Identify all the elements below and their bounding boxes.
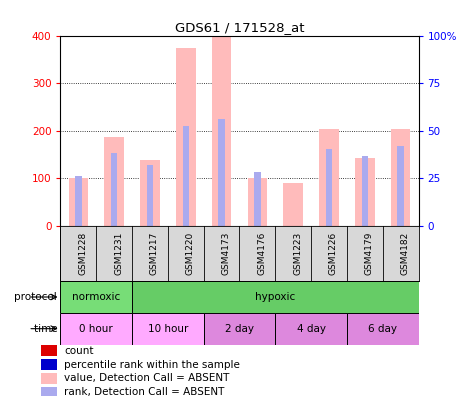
Text: GSM4173: GSM4173	[221, 232, 231, 275]
Bar	[111, 154, 117, 226]
Bar	[219, 119, 225, 226]
Bar	[41, 359, 57, 370]
Text: 10 hour: 10 hour	[148, 324, 188, 334]
Title: GDS61 / 171528_at: GDS61 / 171528_at	[175, 21, 304, 34]
Bar	[319, 129, 339, 226]
Text: time: time	[33, 324, 60, 334]
Text: GSM4176: GSM4176	[258, 232, 266, 275]
Text: GSM4182: GSM4182	[401, 232, 410, 275]
Bar	[391, 129, 411, 226]
Text: GSM1220: GSM1220	[186, 232, 195, 275]
Bar	[355, 158, 375, 226]
Text: 0 hour: 0 hour	[80, 324, 113, 334]
Bar	[60, 313, 132, 345]
Text: protocol: protocol	[14, 292, 60, 302]
Bar	[68, 178, 88, 226]
Bar	[75, 176, 81, 226]
Bar	[41, 387, 57, 396]
Text: hypoxic: hypoxic	[255, 292, 295, 302]
Bar	[283, 183, 303, 226]
Bar	[275, 313, 347, 345]
Text: rank, Detection Call = ABSENT: rank, Detection Call = ABSENT	[64, 387, 224, 396]
Bar	[104, 137, 124, 226]
Bar	[140, 160, 160, 226]
Text: normoxic: normoxic	[72, 292, 120, 302]
Text: 6 day: 6 day	[368, 324, 397, 334]
Bar	[183, 126, 189, 226]
Bar	[362, 156, 368, 226]
Bar	[247, 178, 267, 226]
Bar	[60, 281, 132, 313]
Text: GSM1231: GSM1231	[114, 232, 123, 275]
Text: percentile rank within the sample: percentile rank within the sample	[64, 360, 240, 369]
Bar	[254, 173, 260, 226]
Text: GSM1226: GSM1226	[329, 232, 338, 275]
Text: value, Detection Call = ABSENT: value, Detection Call = ABSENT	[64, 373, 229, 383]
Bar	[176, 48, 196, 226]
Bar	[41, 345, 57, 356]
Bar	[326, 149, 332, 226]
Text: GSM1217: GSM1217	[150, 232, 159, 275]
Text: GSM1228: GSM1228	[78, 232, 87, 275]
Bar	[132, 313, 204, 345]
Bar	[147, 166, 153, 226]
Text: 2 day: 2 day	[225, 324, 254, 334]
Bar	[398, 147, 404, 226]
Bar	[212, 37, 232, 226]
Text: count: count	[64, 346, 93, 356]
Text: GSM4179: GSM4179	[365, 232, 374, 275]
Bar	[132, 281, 419, 313]
Bar	[347, 313, 418, 345]
Text: 4 day: 4 day	[297, 324, 326, 334]
Bar	[204, 313, 275, 345]
Bar	[41, 373, 57, 384]
Text: GSM1223: GSM1223	[293, 232, 302, 275]
